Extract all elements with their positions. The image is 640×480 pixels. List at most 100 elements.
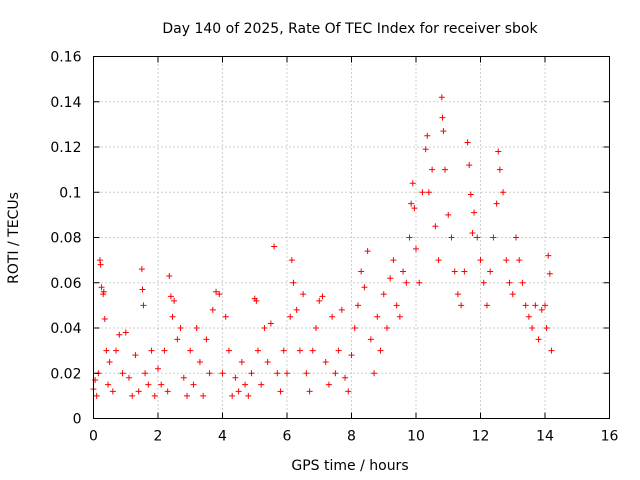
- data-point: [261, 325, 268, 331]
- data-point: [229, 392, 236, 399]
- y-tick-label: 0.12: [50, 140, 81, 156]
- data-point: [166, 272, 173, 279]
- data-point: [296, 347, 303, 354]
- data-point: [238, 358, 245, 365]
- points-layer: [90, 94, 555, 399]
- data-point: [303, 370, 310, 377]
- data-point: [496, 166, 503, 173]
- data-point: [142, 370, 149, 377]
- y-axis-label: ROTI / TECUs: [6, 192, 22, 284]
- data-point: [503, 257, 510, 264]
- data-point: [267, 320, 274, 327]
- y-tick-label: 0: [73, 412, 82, 428]
- data-point: [161, 347, 168, 354]
- plot-frame: [93, 56, 610, 419]
- data-point: [538, 306, 545, 313]
- data-point: [429, 166, 436, 173]
- data-point: [442, 166, 449, 173]
- data-point: [451, 268, 458, 275]
- data-point: [313, 325, 320, 331]
- data-point: [338, 306, 345, 313]
- data-point: [100, 288, 107, 295]
- data-point: [477, 257, 484, 264]
- data-point: [390, 257, 397, 264]
- data-point: [277, 388, 284, 395]
- data-point: [122, 329, 129, 336]
- data-point: [487, 268, 494, 275]
- data-point: [98, 284, 105, 291]
- data-point: [200, 392, 207, 399]
- data-point: [97, 261, 104, 268]
- data-point: [264, 358, 271, 365]
- data-point: [113, 347, 120, 354]
- data-point: [119, 370, 126, 377]
- data-point: [403, 279, 410, 286]
- x-tick-label: 0: [89, 429, 98, 445]
- data-point: [219, 370, 226, 377]
- data-point: [135, 388, 142, 395]
- data-point: [332, 370, 339, 377]
- data-point: [103, 347, 110, 354]
- data-point: [125, 374, 132, 381]
- data-point: [419, 189, 426, 196]
- data-point: [325, 381, 332, 388]
- data-point: [529, 325, 536, 331]
- data-point: [454, 291, 461, 298]
- data-point: [474, 234, 481, 241]
- x-tick-label: 6: [283, 429, 292, 445]
- data-point: [300, 291, 307, 298]
- data-point: [512, 234, 519, 241]
- data-point: [396, 313, 403, 320]
- data-point: [377, 347, 384, 354]
- y-tick-label: 0.14: [50, 95, 81, 111]
- data-point: [177, 325, 184, 331]
- data-point: [400, 268, 407, 275]
- x-tick-label: 8: [347, 429, 356, 445]
- data-point: [138, 266, 145, 273]
- data-point: [271, 243, 278, 250]
- data-point: [416, 279, 423, 286]
- data-point: [253, 297, 260, 304]
- data-point: [151, 392, 158, 399]
- data-point: [209, 306, 216, 313]
- data-point: [167, 293, 174, 300]
- y-tick-label: 0.06: [50, 276, 81, 292]
- data-point: [466, 162, 473, 169]
- data-point: [361, 284, 368, 291]
- data-point: [493, 200, 500, 207]
- data-point: [535, 336, 542, 343]
- data-point: [532, 302, 539, 309]
- data-point: [545, 252, 552, 259]
- data-point: [548, 347, 555, 354]
- y-tick-label: 0.04: [50, 321, 81, 337]
- data-point: [516, 257, 523, 264]
- data-point: [322, 358, 329, 365]
- data-point: [288, 257, 295, 264]
- chart-title: Day 140 of 2025, Rate Of TEC Index for r…: [162, 21, 538, 37]
- data-point: [187, 347, 194, 354]
- data-point: [543, 325, 550, 331]
- data-point: [408, 200, 415, 207]
- data-point: [393, 302, 400, 309]
- data-point: [471, 209, 478, 216]
- data-point: [309, 347, 316, 354]
- data-point: [542, 302, 548, 309]
- data-point: [374, 313, 381, 320]
- data-point: [206, 370, 213, 377]
- data-point: [348, 352, 355, 359]
- data-point: [158, 381, 165, 388]
- data-point: [500, 189, 507, 196]
- data-point: [464, 139, 471, 146]
- data-point: [139, 286, 146, 293]
- data-point: [351, 325, 358, 331]
- data-point: [109, 388, 116, 395]
- data-point: [174, 336, 181, 343]
- data-point: [280, 347, 287, 354]
- y-tick-label: 0.16: [50, 50, 81, 66]
- data-point: [222, 313, 229, 320]
- data-point: [169, 313, 176, 320]
- data-point: [140, 302, 147, 309]
- data-point: [203, 336, 210, 343]
